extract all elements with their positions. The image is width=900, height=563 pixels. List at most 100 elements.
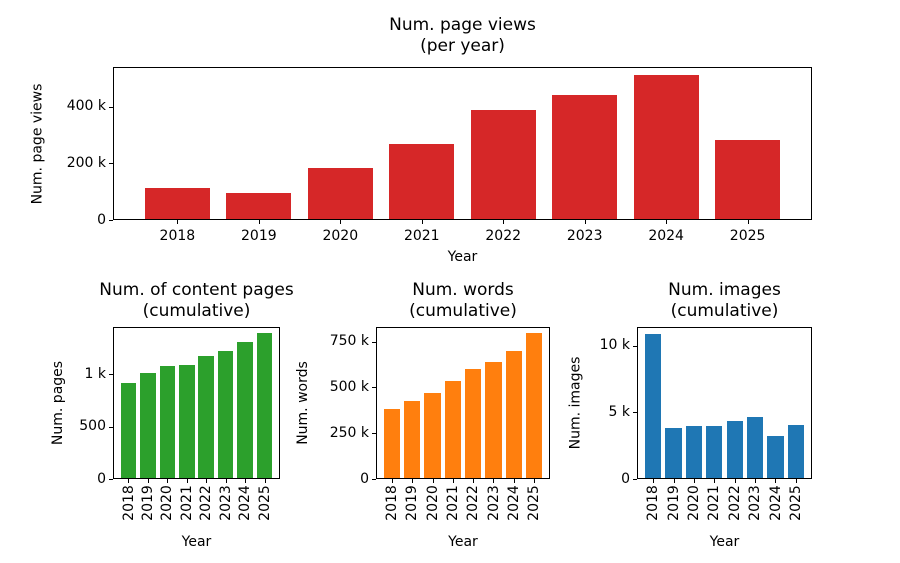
bar-2021 [706, 425, 723, 479]
bar-2025 [525, 333, 543, 479]
x-tick-mark [186, 479, 188, 483]
x-axis-label: Year [181, 534, 212, 550]
x-tick-label-text: 2022 [198, 485, 215, 521]
x-tick-label-text: 2025 [256, 485, 273, 521]
x-tick-label-text: 2021 [706, 485, 723, 521]
x-tick-label: 2022 [198, 485, 215, 521]
y-axis-label: Num. pages [48, 327, 68, 479]
chart-title: Num. of content pages (cumulative) [68, 280, 325, 322]
bar-2020 [307, 167, 373, 220]
x-tick-label-text: 2021 [444, 485, 461, 521]
chart-title: Num. page views (per year) [68, 15, 857, 57]
chart-title-line2: (per year) [420, 36, 505, 56]
bar-2025 [787, 425, 805, 479]
x-tick-label: 2023 [747, 485, 763, 521]
chart-title-line2: (cumulative) [142, 301, 251, 321]
x-tick-label-text: 2025 [787, 485, 804, 521]
x-tick-label-text: 2024 [237, 485, 254, 521]
x-tick-label: 2019 [665, 485, 682, 521]
x-tick-mark [493, 479, 495, 483]
x-tick-label: 2023 [217, 485, 234, 521]
x-tick-mark [747, 220, 749, 224]
x-tick-label: 2024 [648, 228, 684, 244]
x-tick-label: 2021 [178, 485, 195, 521]
plot-area [637, 327, 812, 479]
x-tick-mark [584, 220, 586, 224]
x-tick-label-text: 2023 [485, 485, 502, 521]
x-tick-mark [340, 220, 342, 224]
bar-2021 [444, 380, 461, 479]
y-tick-label: 500 [79, 418, 106, 435]
x-tick-mark [412, 479, 414, 483]
chart-title: Num. words (cumulative) [331, 280, 595, 322]
bar-2018 [120, 382, 137, 479]
y-tick-label: 0 [97, 470, 106, 487]
bar-2022 [198, 356, 214, 479]
chart-title: Num. images (cumulative) [592, 280, 857, 322]
x-tick-mark [734, 479, 736, 483]
chart-title-line2: (cumulative) [670, 301, 779, 321]
x-tick-label-text: 2023 [217, 485, 234, 521]
x-tick-mark [167, 479, 169, 483]
y-tick-mark [372, 341, 376, 343]
y-tick-label: 0 [360, 470, 369, 487]
x-tick-mark [755, 479, 757, 483]
y-tick-mark [109, 163, 113, 165]
x-tick-label: 2018 [159, 228, 196, 244]
x-tick-label: 2024 [505, 485, 522, 521]
x-tick-label: 2022 [485, 228, 522, 244]
x-tick-mark [693, 479, 695, 483]
bar-2022 [470, 110, 536, 220]
x-tick-label-text: 2020 [424, 485, 441, 521]
x-tick-mark [533, 479, 535, 483]
bar-2018 [383, 408, 401, 479]
bar-2019 [404, 400, 421, 479]
chart-title-line1: Num. of content pages [99, 280, 294, 300]
x-tick-label-text: 2018 [645, 485, 662, 521]
y-tick-label: 500 k [329, 378, 369, 395]
y-tick-label: 1 k [84, 365, 106, 382]
x-tick-label-text: 2019 [665, 485, 682, 521]
bar-2025 [715, 139, 781, 220]
y-tick-mark [109, 426, 113, 428]
x-tick-label: 2023 [485, 485, 502, 521]
x-tick-mark [473, 479, 475, 483]
x-tick-label-text: 2024 [505, 485, 522, 521]
y-tick-mark [372, 387, 376, 389]
x-tick-label: 2020 [424, 485, 441, 521]
chart-title-line2: (cumulative) [409, 301, 517, 321]
x-tick-label: 2022 [727, 485, 743, 521]
x-tick-label: 2021 [403, 228, 440, 244]
chart-title-line1: Num. images [668, 280, 781, 300]
bar-2021 [178, 364, 195, 479]
x-tick-label: 2020 [686, 485, 702, 521]
bar-2020 [424, 393, 441, 479]
x-tick-label-text: 2024 [767, 485, 784, 521]
x-tick-mark [177, 220, 179, 224]
y-tick-label: 10 k [599, 337, 630, 354]
y-tick-mark [109, 479, 113, 480]
bar-2025 [256, 333, 273, 479]
x-tick-label: 2019 [241, 228, 277, 244]
x-tick-label-text: 2021 [178, 485, 195, 521]
bar-2023 [746, 417, 764, 479]
plot-area [376, 327, 550, 479]
y-tick-mark [372, 433, 376, 435]
x-tick-mark [392, 479, 394, 483]
x-tick-mark [245, 479, 247, 483]
y-tick-mark [109, 106, 113, 108]
x-tick-mark [206, 479, 208, 483]
bar-2019 [140, 373, 156, 479]
y-tick-mark [109, 220, 113, 221]
bar-2020 [159, 365, 176, 479]
x-tick-mark [225, 479, 227, 483]
y-tick-mark [633, 412, 637, 414]
x-tick-label: 2025 [256, 485, 273, 521]
x-tick-label: 2018 [120, 485, 136, 521]
x-tick-mark [258, 220, 260, 224]
y-axis-label: Num. page views [27, 67, 47, 220]
bar-2024 [633, 74, 699, 220]
x-tick-label-text: 2018 [384, 485, 401, 521]
x-tick-mark [147, 479, 149, 483]
